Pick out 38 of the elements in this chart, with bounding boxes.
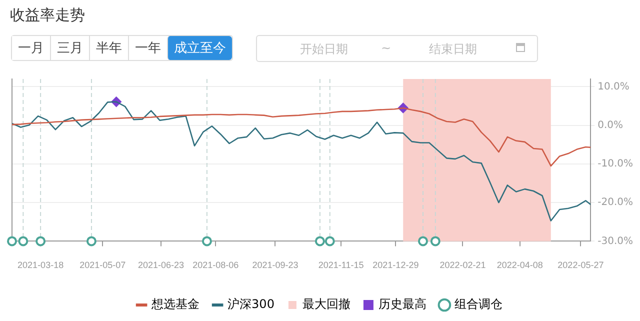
x-tick-label: 2022-02-21 <box>440 260 486 270</box>
x-tick-label: 2021-12-29 <box>372 260 419 270</box>
point <box>36 236 46 246</box>
point <box>7 236 17 246</box>
text: 半年 <box>89 36 128 60</box>
legend-label: 想选基金 <box>150 297 200 312</box>
point <box>324 236 335 246</box>
point <box>18 236 28 246</box>
x-tick-label: 2021-08-06 <box>192 260 239 270</box>
text: 一月 <box>12 36 50 60</box>
text: ~ <box>381 41 392 55</box>
x-tick-label: 2021-06-23 <box>138 260 184 270</box>
y-tick-label: 0.0% <box>598 120 624 131</box>
x-tick-label: 2022-05-27 <box>558 260 604 270</box>
x-tick-label: 2022-04-08 <box>496 260 543 270</box>
point <box>86 236 96 246</box>
text: 成立至今 <box>167 36 232 60</box>
y-tick-label: -30.0% <box>598 236 634 247</box>
y-tick-label: -20.0% <box>598 197 634 208</box>
x-tick-label: 2021-03-18 <box>18 260 64 270</box>
x-tick-label: 2021-11-15 <box>318 260 364 270</box>
x-tick-label: 2021-05-07 <box>80 260 126 270</box>
legend-label: 组合调仓 <box>454 297 502 312</box>
point <box>202 236 212 246</box>
y-tick-label: -10.0% <box>598 158 634 170</box>
text: 一年 <box>128 36 167 60</box>
x-tick-label: 2021-09-23 <box>252 260 298 270</box>
text: 结束日期 <box>429 41 477 58</box>
text: 三月 <box>50 36 89 60</box>
legend-label: 最大回撤 <box>302 297 350 312</box>
y-tick-label: 10.0% <box>598 81 630 92</box>
text: 开始日期 <box>300 41 348 58</box>
legend-label: 沪深300 <box>228 297 274 312</box>
point <box>418 236 428 246</box>
chart-title: 收益率走势 <box>10 6 85 25</box>
legend-label: 历史最高 <box>378 297 426 312</box>
point <box>430 236 440 246</box>
point <box>314 236 325 246</box>
